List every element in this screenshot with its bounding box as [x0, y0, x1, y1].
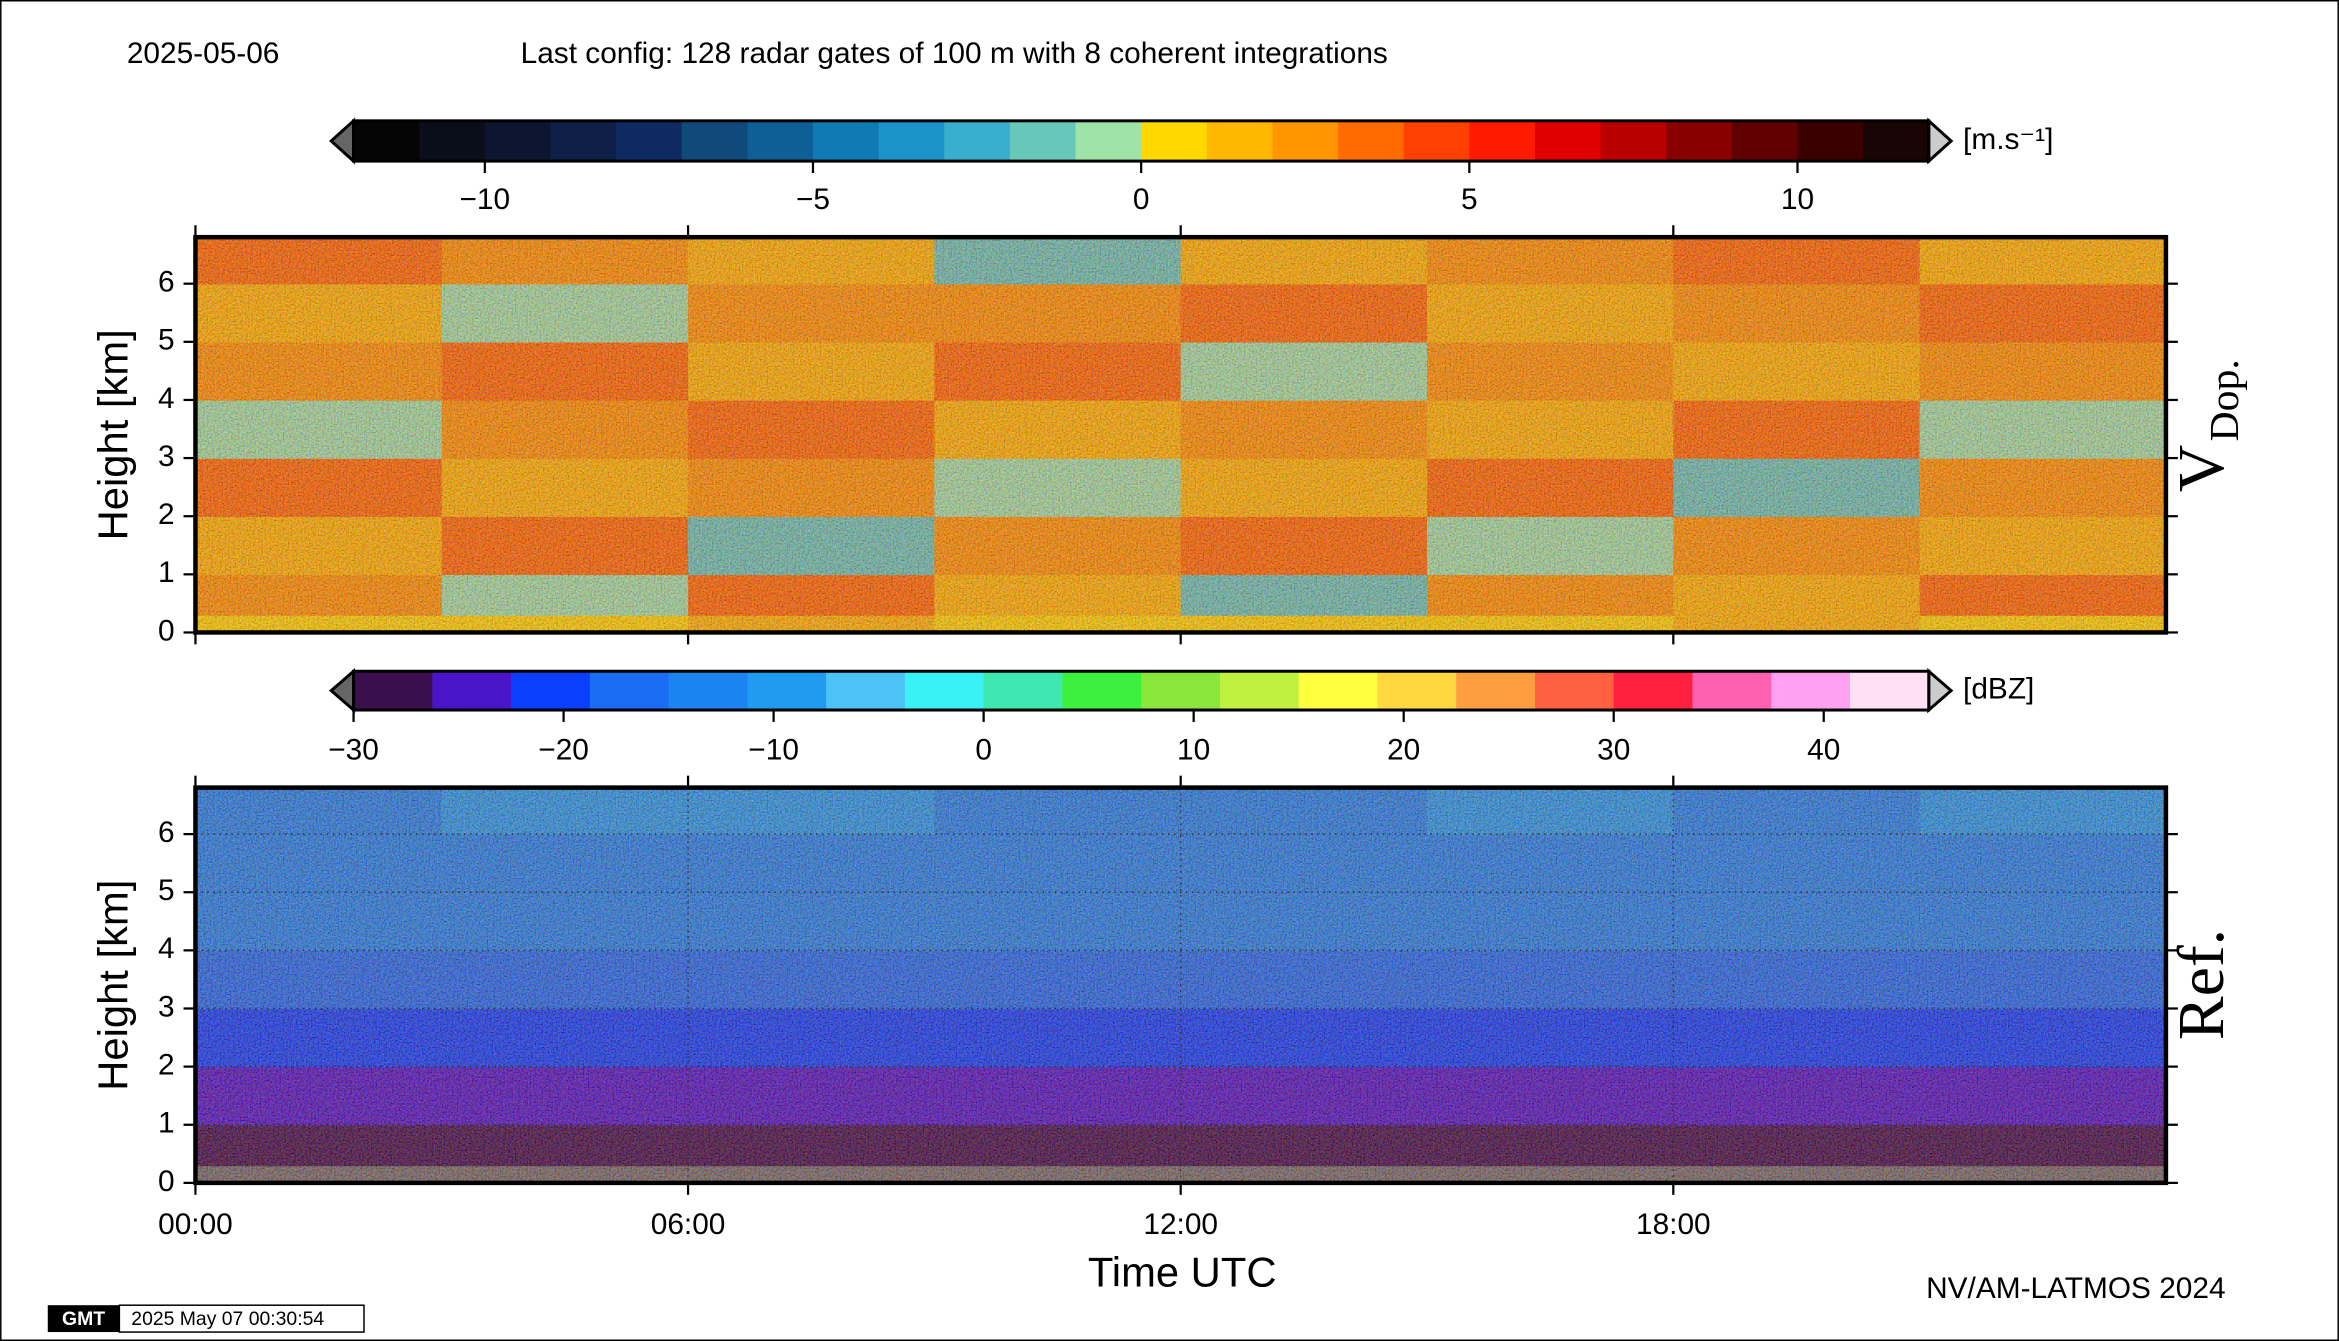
colorbar-cell — [1666, 120, 1733, 162]
x-tick-label: 12:00 — [1143, 1208, 1218, 1241]
y-tick-label: 6 — [158, 816, 175, 849]
colorbar-tick-label: 20 — [1387, 734, 1420, 767]
colorbar-tick-label: −20 — [538, 734, 589, 767]
plot-frame — [193, 785, 2169, 1186]
colorbar-tick-label: 0 — [1133, 183, 1150, 216]
colorbar-cell — [419, 120, 486, 162]
colorbar-tick-label: −10 — [460, 183, 511, 216]
colorbar-cell — [1219, 671, 1300, 711]
timestamp-box — [118, 1304, 365, 1333]
colorbar-cell — [550, 120, 617, 162]
y-tick-label: 4 — [158, 382, 175, 415]
colorbar-cell — [904, 671, 985, 711]
y-tick-label: 3 — [158, 990, 175, 1023]
colorbar-cell — [353, 671, 434, 711]
colorbar-cell — [1062, 671, 1142, 711]
x-tick-label: 06:00 — [651, 1208, 726, 1241]
colorbar-cell — [1731, 120, 1799, 162]
colorbar-tick-label: 0 — [975, 734, 992, 767]
y-tick-label: 5 — [158, 874, 175, 907]
colorbar-tick-label: 10 — [1781, 183, 1814, 216]
credit: NV/AM-LATMOS 2024 — [1926, 1272, 2225, 1305]
colorbar-cell — [747, 671, 827, 711]
x-axis-title: Time UTC — [1088, 1248, 1277, 1295]
panel-label: Ref. — [2166, 929, 2238, 1040]
colorbar-cell — [681, 120, 749, 162]
y-tick-label: 5 — [158, 324, 175, 357]
y-axis-title: Height [km] — [89, 329, 136, 540]
colorbar-cell — [944, 120, 1011, 162]
colorbar-cell — [826, 671, 906, 711]
y-tick-label: 0 — [158, 614, 175, 647]
colorbar-cell — [616, 120, 683, 162]
y-tick-label: 4 — [158, 932, 175, 965]
y-tick-label: 1 — [158, 556, 175, 589]
y-tick-label: 0 — [158, 1165, 175, 1198]
colorbar-cell — [1141, 120, 1208, 162]
colorbar-cell — [1338, 120, 1405, 162]
colorbar-cell — [1849, 671, 1930, 711]
colorbar-cell — [353, 120, 420, 162]
colorbar-cell — [1298, 671, 1379, 711]
y-axis-title: Height [km] — [89, 880, 136, 1091]
colorbar-cell — [1075, 120, 1142, 162]
colorbar-cell — [1206, 120, 1274, 162]
colorbar-cell — [1009, 120, 1077, 162]
colorbar-tick-label: −5 — [796, 183, 830, 216]
colorbar-cell — [983, 671, 1064, 711]
y-tick-label: 1 — [158, 1107, 175, 1140]
x-tick-label: 00:00 — [158, 1208, 233, 1241]
colorbar-tick-label: 30 — [1597, 734, 1630, 767]
colorbar-cell — [1534, 120, 1602, 162]
colorbar-tick-label: −30 — [328, 734, 379, 767]
colorbar-tick-label: −10 — [748, 734, 799, 767]
x-tick-label: 18:00 — [1636, 1208, 1711, 1241]
config: Last config: 128 radar gates of 100 m wi… — [521, 37, 1388, 70]
panel-label-text: Ref. — [2166, 929, 2238, 1040]
colorbar-cell — [1272, 120, 1339, 162]
colorbar-cell — [484, 120, 552, 162]
y-tick-label: 6 — [158, 266, 175, 299]
colorbar-cell — [589, 671, 670, 711]
date: 2025-05-06 — [127, 37, 280, 70]
colorbar-cell — [812, 120, 880, 162]
colorbar-tick-label: 40 — [1807, 734, 1840, 767]
logo: GMT — [62, 1308, 105, 1330]
colorbar-unit: [m.s⁻¹] — [1963, 123, 2053, 156]
noise-texture — [195, 237, 2166, 633]
colorbar-cell — [1534, 671, 1615, 711]
colorbar-cell — [1600, 120, 1667, 162]
colorbar-frame — [352, 669, 1931, 712]
colorbar-tick-label: 10 — [1177, 734, 1210, 767]
colorbar-cell — [1771, 671, 1851, 711]
logo-box — [47, 1305, 120, 1333]
colorbar-cell — [1863, 120, 1930, 162]
y-tick-label: 3 — [158, 440, 175, 473]
colorbar-cell — [1692, 671, 1772, 711]
plot-frame — [193, 234, 2169, 635]
y-tick-label: 2 — [158, 498, 175, 531]
colorbar-tick-label: 5 — [1461, 183, 1478, 216]
colorbar-cell — [1797, 120, 1864, 162]
panel-label-text: V — [2166, 445, 2238, 492]
colorbar-cell — [1377, 671, 1457, 711]
colorbar-cell — [1403, 120, 1471, 162]
colorbar-cell — [1141, 671, 1221, 711]
colorbar-cell — [1613, 671, 1694, 711]
colorbar-cell — [1456, 671, 1536, 711]
colorbar-cell — [668, 671, 749, 711]
panel-label-sub: Dop. — [2202, 359, 2248, 441]
colorbar-cell — [1469, 120, 1536, 162]
colorbar-cell — [432, 671, 512, 711]
colorbar-unit: [dBZ] — [1963, 673, 2034, 706]
colorbar-cell — [747, 120, 814, 162]
timestamp: 2025 May 07 00:30:54 — [131, 1308, 324, 1330]
y-tick-label: 2 — [158, 1048, 175, 1081]
colorbar-cell — [511, 671, 591, 711]
colorbar-cell — [878, 120, 946, 162]
